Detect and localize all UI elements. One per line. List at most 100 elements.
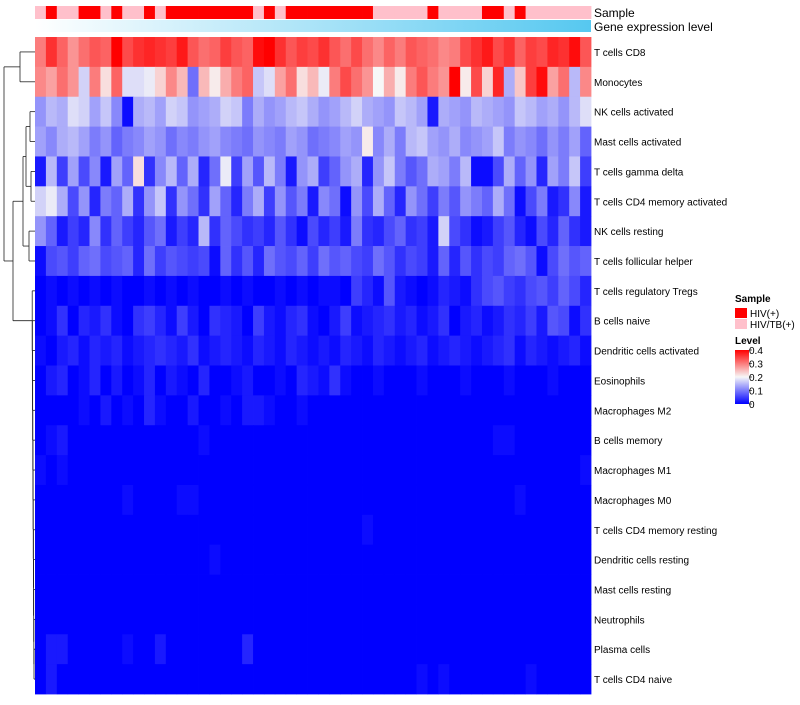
heatmap-cell: [35, 275, 47, 307]
heatmap-cell: [144, 395, 156, 426]
heatmap-cell: [100, 126, 112, 157]
sample-annotation-cell: [536, 6, 548, 19]
heatmap-cell: [274, 574, 287, 605]
heatmap-cell: [111, 604, 123, 635]
heatmap-cell: [144, 425, 156, 456]
heatmap-cell: [514, 275, 526, 307]
heatmap-cell: [481, 455, 494, 486]
heatmap-cell: [438, 246, 450, 277]
heatmap-cell: [329, 156, 341, 187]
heatmap-cell: [285, 335, 298, 366]
heatmap-cell: [35, 126, 47, 157]
heatmap-cell: [144, 634, 156, 665]
sample-annotation-cell: [231, 6, 243, 19]
heatmap-cell: [525, 425, 537, 456]
heatmap-cell: [318, 126, 330, 157]
heatmap-cell: [242, 275, 254, 307]
heatmap-cell: [89, 66, 101, 98]
heatmap-cell: [427, 246, 439, 277]
heatmap-cell: [416, 156, 428, 187]
heatmap-cell: [580, 425, 592, 456]
heatmap-cell: [318, 275, 330, 307]
heatmap-cell: [78, 544, 90, 575]
heatmap-cell: [438, 305, 450, 337]
heatmap-cell: [35, 484, 47, 516]
heatmap-cell: [176, 365, 189, 396]
heatmap-cell: [307, 216, 319, 247]
heatmap-cell: [416, 514, 428, 546]
heatmap-cell: [100, 425, 112, 456]
heatmap-cell: [154, 574, 167, 605]
heatmap-cell: [89, 216, 101, 247]
heatmap-cell: [307, 37, 319, 68]
heatmap-cell: [536, 604, 548, 635]
heatmap-cell: [176, 574, 189, 605]
heatmap-cell: [372, 514, 385, 546]
heatmap-cell: [209, 335, 221, 366]
heatmap-cell: [547, 186, 559, 217]
heatmap-cell: [285, 395, 298, 426]
sample-annotation-cell: [514, 6, 526, 19]
heatmap-cell: [514, 574, 526, 605]
heatmap-cell: [438, 455, 450, 486]
sample-annotation-cell: [481, 6, 494, 19]
row-label: Dendritic cells activated: [594, 347, 699, 358]
heatmap-cell: [231, 514, 243, 546]
heatmap-cell: [460, 96, 472, 127]
heatmap-cell: [220, 395, 232, 426]
heatmap-cell: [165, 246, 178, 277]
heatmap-cell: [525, 455, 537, 486]
heatmap-cell: [144, 484, 156, 516]
heatmap-cell: [133, 395, 145, 426]
heatmap-cell: [460, 335, 472, 366]
heatmap-cell: [318, 216, 330, 247]
heatmap-cell: [45, 425, 58, 456]
heatmap-cell: [100, 96, 112, 127]
heatmap-cell: [165, 156, 178, 187]
heatmap-cell: [122, 246, 134, 277]
heatmap-cell: [144, 96, 156, 127]
heatmap-cell: [547, 634, 559, 665]
heatmap-cell: [209, 395, 221, 426]
heatmap-cell: [45, 544, 58, 575]
heatmap-cell: [580, 664, 592, 695]
heatmap-cell: [296, 664, 308, 695]
heatmap-cell: [340, 455, 352, 486]
heatmap-cell: [471, 395, 483, 426]
heatmap-cell: [394, 126, 407, 157]
sample-annotation-cell: [351, 6, 363, 19]
heatmap-cell: [198, 664, 210, 695]
sample-annotation-cell: [67, 6, 80, 19]
heatmap-cell: [165, 37, 178, 68]
heatmap-cell: [187, 156, 199, 187]
sample-annotation-cell: [394, 6, 407, 19]
heatmap-cell: [274, 126, 287, 157]
heatmap-cell: [547, 484, 559, 516]
heatmap-cell: [111, 514, 123, 546]
heatmap-cell: [133, 275, 145, 307]
heatmap-cell: [35, 305, 47, 337]
heatmap-cell: [329, 395, 341, 426]
heatmap-cell: [111, 275, 123, 307]
heatmap-cell: [165, 275, 178, 307]
heatmap-cell: [263, 37, 276, 68]
heatmap-cell: [536, 216, 548, 247]
heatmap-cell: [481, 246, 494, 277]
heatmap-cell: [383, 395, 396, 426]
heatmap-cell: [394, 604, 407, 635]
heatmap-cell: [351, 544, 363, 575]
heatmap-cell: [438, 66, 450, 98]
heatmap-cell: [394, 514, 407, 546]
sample-legend: Sample HIV(+) HIV/TB(+): [735, 294, 795, 331]
heatmap-cell: [558, 275, 570, 307]
heatmap-cell: [569, 484, 581, 516]
heatmap-cell: [340, 544, 352, 575]
heatmap-cell: [100, 66, 112, 98]
heatmap-cell: [144, 37, 156, 68]
heatmap-cell: [318, 305, 330, 337]
heatmap-cell: [449, 604, 461, 635]
heatmap-cell: [503, 275, 516, 307]
heatmap-cell: [569, 455, 581, 486]
heatmap-cell: [340, 335, 352, 366]
heatmap-cell: [307, 305, 319, 337]
